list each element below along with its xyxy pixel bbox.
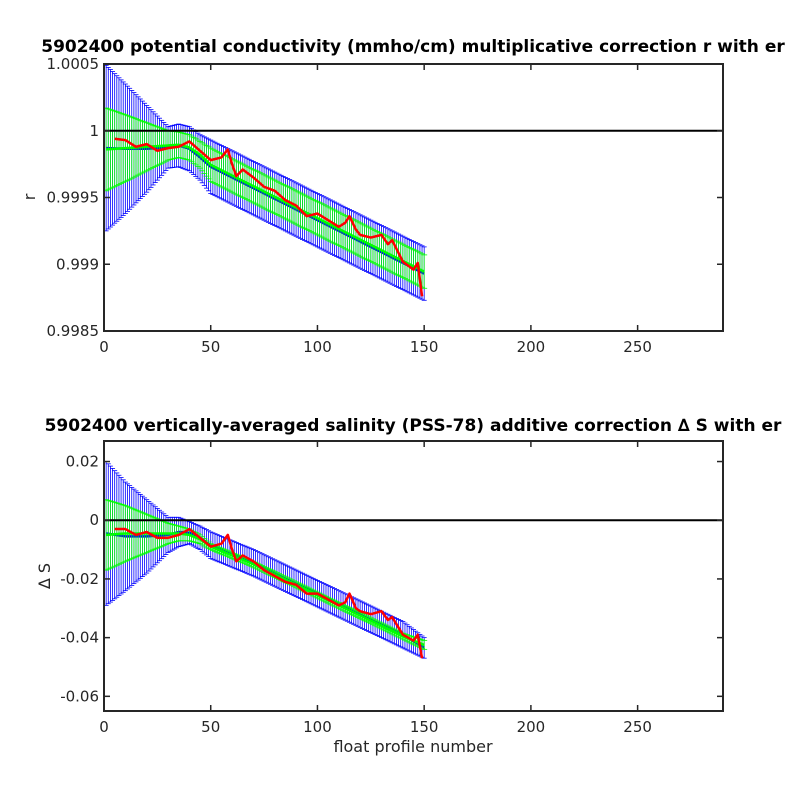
y-tick-label: 0.9985 xyxy=(47,322,100,340)
x-tick-label: 100 xyxy=(303,718,332,736)
x-tick-label: 250 xyxy=(623,718,652,736)
y-tick-label: -0.04 xyxy=(60,629,99,647)
axis-ticks: 0 50 100 150 200 250 -0.06 -0.04 -0.02 0 0.02 xyxy=(60,441,723,736)
x-tick-label: 0 xyxy=(99,338,109,356)
x-tick-label: 100 xyxy=(303,338,332,356)
y-tick-label: 1 xyxy=(89,122,99,140)
y-tick-label: 0.9995 xyxy=(47,189,100,207)
x-tick-label: 150 xyxy=(410,718,439,736)
x-tick-label: 150 xyxy=(410,338,439,356)
conductivity-correction-plot: 5902400 potential conductivity (mmho/cm)… xyxy=(20,37,785,356)
plot-area-background xyxy=(104,441,723,711)
y-tick-label: 0.999 xyxy=(56,255,99,273)
plot-area-frame xyxy=(103,440,724,712)
x-tick-label: 200 xyxy=(517,338,546,356)
data-lines xyxy=(104,519,723,659)
salinity-correction-plot: 5902400 vertically-averaged salinity (PS… xyxy=(35,416,782,756)
x-tick-label: 250 xyxy=(623,338,652,356)
y-axis-label: ∆ S xyxy=(35,563,54,590)
y-tick-label: 0.02 xyxy=(66,453,99,471)
y-axis-label: r xyxy=(20,193,39,200)
x-tick-label: 200 xyxy=(517,718,546,736)
x-tick-label: 0 xyxy=(99,718,109,736)
y-tick-label: -0.06 xyxy=(60,687,99,705)
error-bands xyxy=(103,64,428,301)
y-tick-label: 0 xyxy=(89,511,99,529)
chart-title: 5902400 vertically-averaged salinity (PS… xyxy=(45,416,782,436)
x-tick-label: 50 xyxy=(201,338,220,356)
y-tick-label: 1.0005 xyxy=(47,55,100,73)
correction-line xyxy=(114,527,424,659)
error-envelope-green xyxy=(103,499,428,650)
error-envelope-green xyxy=(103,107,428,289)
y-tick-label: -0.02 xyxy=(60,570,99,588)
plot-area-frame xyxy=(103,63,724,332)
correction-line xyxy=(114,137,424,297)
error-envelope-green-center-line xyxy=(106,143,425,273)
error-bands xyxy=(103,461,428,659)
chart-title: 5902400 potential conductivity (mmho/cm)… xyxy=(41,37,785,57)
data-lines xyxy=(104,129,723,297)
x-axis-label: float profile number xyxy=(333,737,493,756)
axis-ticks: 0 50 100 150 200 250 0.9985 0.999 0.9995 1 1.0005 xyxy=(47,55,723,356)
x-tick-label: 50 xyxy=(201,718,220,736)
